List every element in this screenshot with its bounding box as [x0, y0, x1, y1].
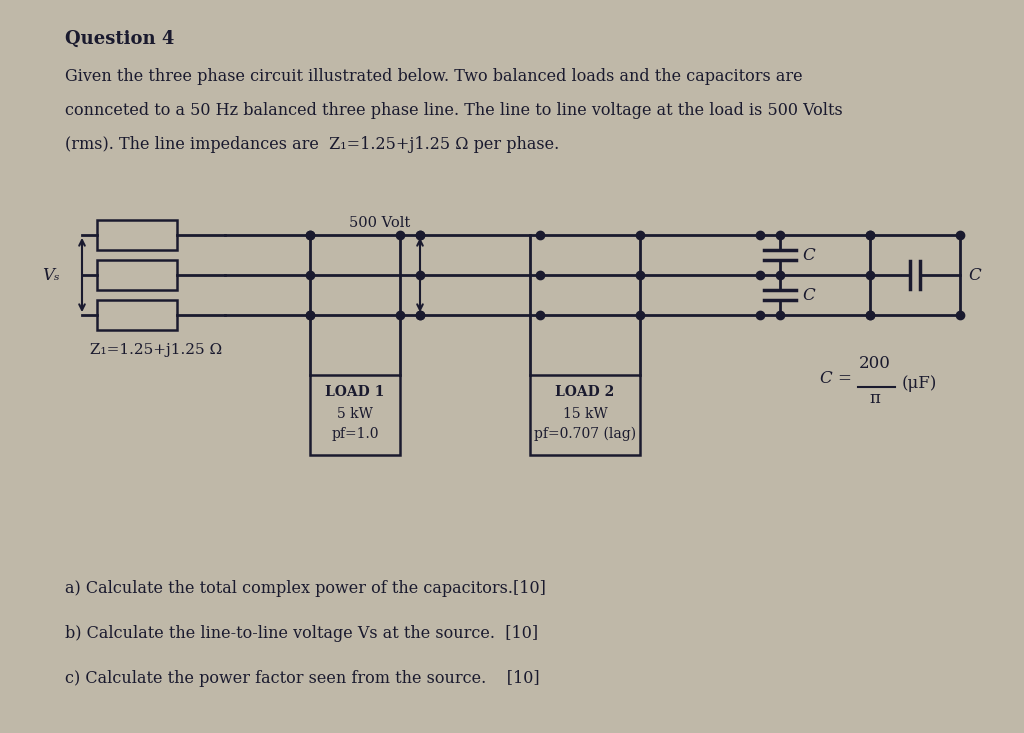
Text: (μF): (μF) — [902, 375, 937, 392]
Text: (rms). The line impedances are  Z₁=1.25+j1.25 Ω per phase.: (rms). The line impedances are Z₁=1.25+j… — [65, 136, 559, 153]
Text: a) Calculate the total complex power of the capacitors.[10]: a) Calculate the total complex power of … — [65, 580, 546, 597]
Text: pf=0.707 (lag): pf=0.707 (lag) — [534, 427, 636, 441]
Text: pf=1.0: pf=1.0 — [331, 427, 379, 441]
Bar — [530, 375, 640, 455]
Text: C: C — [968, 267, 981, 284]
Text: 15 kW: 15 kW — [562, 407, 607, 421]
Text: LOAD 1: LOAD 1 — [326, 385, 385, 399]
Text: Z₁=1.25+j1.25 Ω: Z₁=1.25+j1.25 Ω — [90, 343, 222, 357]
Text: Question 4: Question 4 — [65, 30, 174, 48]
Text: 500 Volt: 500 Volt — [349, 216, 410, 230]
Bar — [310, 375, 400, 455]
Text: b) Calculate the line-to-line voltage Vs at the source.  [10]: b) Calculate the line-to-line voltage Vs… — [65, 625, 539, 642]
Text: C =: C = — [820, 370, 852, 387]
Text: 200: 200 — [859, 355, 891, 372]
Text: Vₛ: Vₛ — [42, 267, 60, 284]
Text: 5 kW: 5 kW — [337, 407, 373, 421]
Text: c) Calculate the power factor seen from the source.    [10]: c) Calculate the power factor seen from … — [65, 670, 540, 687]
Text: LOAD 2: LOAD 2 — [555, 385, 614, 399]
Text: C: C — [802, 287, 815, 303]
Text: C: C — [802, 246, 815, 263]
Bar — [97, 260, 177, 290]
Text: connceted to a 50 Hz balanced three phase line. The line to line voltage at the : connceted to a 50 Hz balanced three phas… — [65, 102, 843, 119]
Text: Given the three phase circuit illustrated below. Two balanced loads and the capa: Given the three phase circuit illustrate… — [65, 68, 803, 85]
Bar — [97, 300, 177, 330]
Bar — [97, 220, 177, 250]
Text: π: π — [869, 390, 881, 407]
